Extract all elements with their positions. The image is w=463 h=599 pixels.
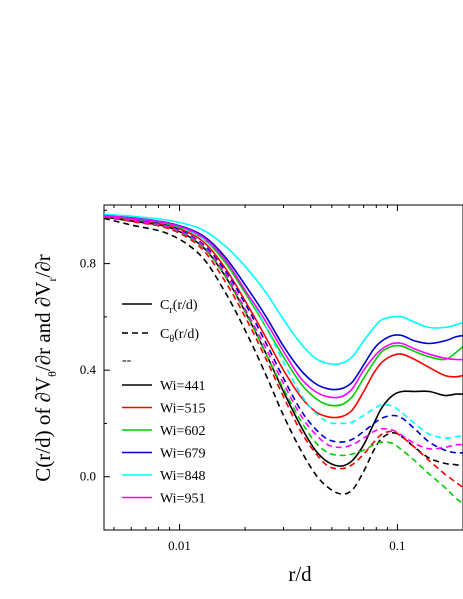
series-layer [104,213,463,505]
series-line-dashed-wi-848 [104,214,463,439]
series-line-solid-wi-602 [104,214,463,407]
x-tick-label: 0.1 [389,538,405,553]
y-tick-label: 0.4 [80,362,97,377]
series-line-dashed-wi-951 [104,215,463,450]
legend-label-wi-679: Wi=679 [160,447,205,462]
legend-label-wi-951: Wi=951 [160,492,205,507]
series-line-dashed-wi-602 [104,215,463,505]
series-line-solid-wi-951 [104,214,463,399]
legend-dashed-label: Cθ(r/d) [160,327,199,345]
y-tick-label: 0.0 [80,469,96,484]
legend-separator: -- [122,353,132,368]
axis-ticks [104,205,463,531]
series-line-solid-wi-441 [104,216,463,467]
tick-labels: 0.01 0.1 0.0 0.4 0.8 [80,256,406,553]
series-line-dashed-wi-441 [104,217,463,495]
series-line-solid-wi-848 [104,213,463,366]
y-tick-label: 0.8 [80,256,96,271]
y-axis-title: C(r/d) of ∂Vθ/∂r and ∂Vr/∂r [31,254,59,481]
plot-frame [103,204,463,531]
series-line-solid-wi-515 [104,215,463,419]
legend-label-wi-515: Wi=515 [160,402,205,417]
legend-solid-label: Cr(r/d) [160,298,198,316]
series-line-dashed-wi-515 [104,216,463,489]
legend-label-wi-848: Wi=848 [160,469,205,484]
x-tick-label: 0.01 [168,538,191,553]
legend: Cr(r/d) Cθ(r/d) -- Wi=441 Wi=515 Wi=602 Wi=679… [122,298,205,507]
series-line-solid-wi-679 [104,214,463,391]
legend-label-wi-441: Wi=441 [160,379,205,394]
x-axis-title: r/d [288,562,312,586]
series-line-dashed-wi-679 [104,214,463,454]
legend-label-wi-602: Wi=602 [160,424,205,439]
